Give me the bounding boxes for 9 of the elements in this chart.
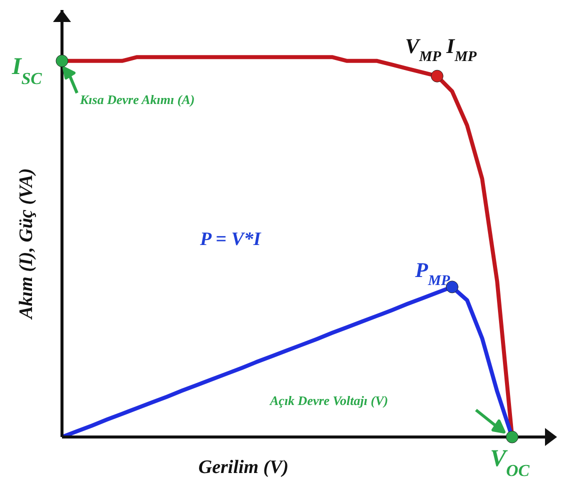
annotation: P = V*I: [199, 229, 262, 250]
annotation: V$_{MP}$ I$_{MP}$: [405, 34, 478, 66]
x-axis-title: Gerilim (V): [198, 457, 289, 478]
annotation: Kısa Devre Akımı (A): [79, 92, 195, 107]
text: V$_{OC}$: [490, 446, 530, 480]
annotation: Açık Devre Voltajı (V): [269, 393, 388, 408]
text: I$_{SC}$: [11, 54, 43, 88]
annotation: P$_{MP}$: [414, 258, 452, 289]
y-axis-title: Akım (I), Güç (VA): [16, 168, 37, 320]
